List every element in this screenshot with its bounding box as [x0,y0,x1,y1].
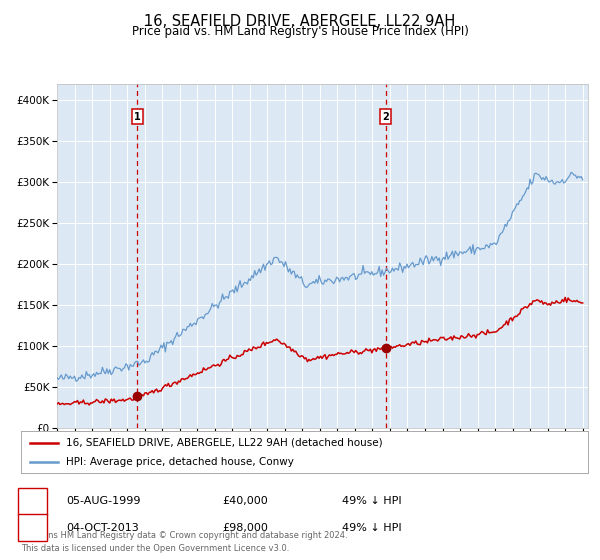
Text: 04-OCT-2013: 04-OCT-2013 [66,522,139,533]
Text: £98,000: £98,000 [222,522,268,533]
Text: 2: 2 [29,522,36,533]
Text: HPI: Average price, detached house, Conwy: HPI: Average price, detached house, Conw… [67,457,294,467]
Text: 2: 2 [382,112,389,122]
Text: 1: 1 [134,112,141,122]
Text: 16, SEAFIELD DRIVE, ABERGELE, LL22 9AH (detached house): 16, SEAFIELD DRIVE, ABERGELE, LL22 9AH (… [67,437,383,447]
Text: £40,000: £40,000 [222,496,268,506]
Text: Contains HM Land Registry data © Crown copyright and database right 2024.
This d: Contains HM Land Registry data © Crown c… [21,531,347,553]
Text: 49% ↓ HPI: 49% ↓ HPI [342,496,401,506]
Text: 1: 1 [29,496,36,506]
Text: 49% ↓ HPI: 49% ↓ HPI [342,522,401,533]
Text: Price paid vs. HM Land Registry's House Price Index (HPI): Price paid vs. HM Land Registry's House … [131,25,469,38]
Text: 16, SEAFIELD DRIVE, ABERGELE, LL22 9AH: 16, SEAFIELD DRIVE, ABERGELE, LL22 9AH [145,14,455,29]
Text: 05-AUG-1999: 05-AUG-1999 [66,496,140,506]
